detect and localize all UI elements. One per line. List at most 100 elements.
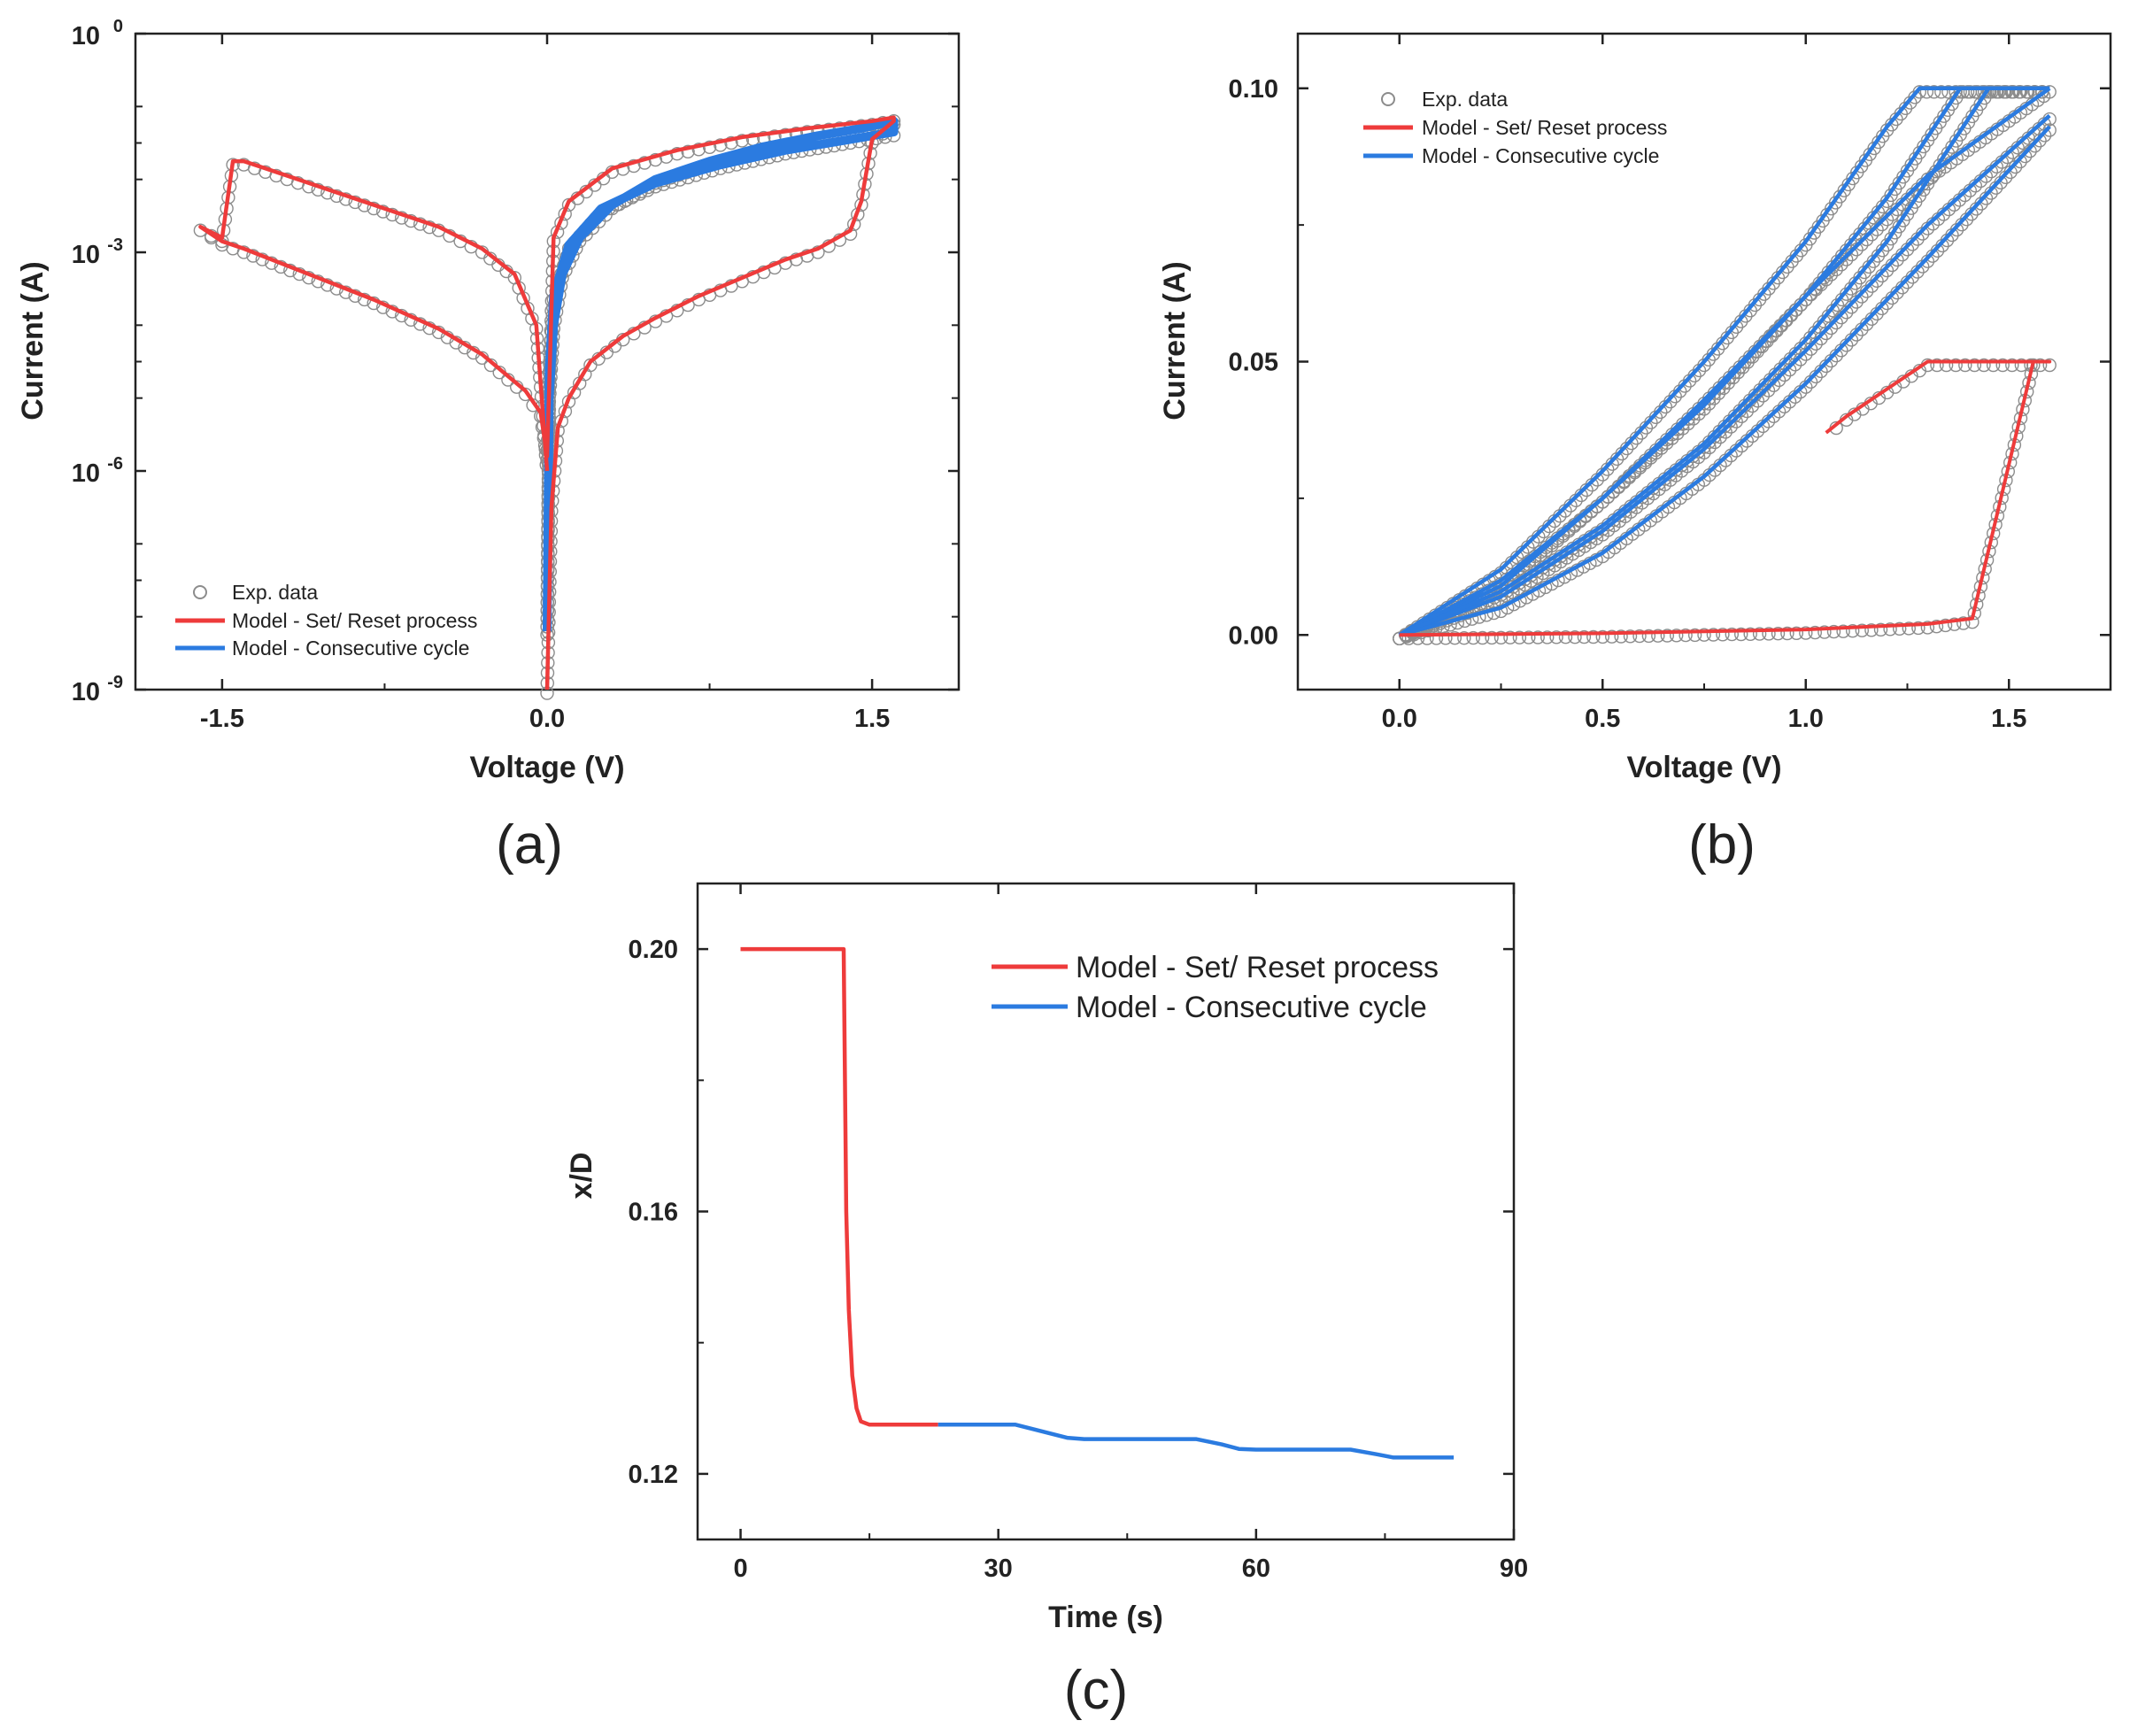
panel-a-ytick-exponent: 0 <box>113 17 123 36</box>
panel-b-series <box>1393 85 2057 645</box>
panel-b-exp-point <box>1919 85 1934 99</box>
panel-b-exp-point <box>1669 629 1684 643</box>
panel-a-ytick-label: 10 <box>72 22 100 50</box>
panel-b-exp-point <box>2034 85 2049 99</box>
panel-b-exp-point <box>1960 85 1975 99</box>
panel-b-exp-point <box>1958 358 1972 373</box>
panel-b-exp-point <box>1855 623 1870 637</box>
panel-b-exp-point <box>1687 628 1702 643</box>
panel-a-exp-point <box>702 140 717 155</box>
panel-b-exp-point <box>1641 629 1656 644</box>
panel-b-exp-point <box>1595 629 1610 644</box>
panel-b-exp-point <box>1930 358 1944 373</box>
panel-a-exp-point <box>561 197 576 212</box>
panel-b-exp-point <box>1577 629 1592 644</box>
panel-b-exp-point <box>1817 625 1832 639</box>
panel-a-xtick-label: 0.0 <box>529 705 565 733</box>
panel-b-exp-point <box>2005 358 2019 373</box>
panel-b-exp-point <box>1981 85 1996 99</box>
panel-b: 0.0 0.5 1.0 1.5 0.00 0.05 0.10 Current (A) Vo… <box>1158 32 2112 876</box>
panel-b-exp-point <box>1902 621 1917 636</box>
panel-b-consecutive-line <box>1398 86 2050 637</box>
panel-c-xtick-label: 30 <box>984 1555 1013 1583</box>
panel-b-exp-point <box>1996 85 2011 99</box>
panel-a-legend-label-exp: Exp. data <box>232 581 318 604</box>
panel-c-ytick-label: 0.16 <box>629 1199 678 1227</box>
panel-b-exp-point <box>1512 630 1527 644</box>
panel-c-set-reset-line <box>740 946 938 1427</box>
panel-a-ytick-exponent: -6 <box>107 454 123 474</box>
panel-b-ytick-label: 0.05 <box>1229 349 1278 377</box>
panel-b-exp-point <box>1912 85 1927 99</box>
panel-c-series <box>740 946 1455 1460</box>
panel-b-xtick-label: 0.5 <box>1585 705 1620 733</box>
panel-b-exp-point <box>2014 358 2029 373</box>
panel-a-ylabel: Current (A) <box>16 261 50 420</box>
panel-a-consecutive-line <box>543 116 899 632</box>
panel-b-xtick-label: 1.0 <box>1788 705 1824 733</box>
panel-b-exp-point <box>1447 631 1462 645</box>
panel-b-exp-point <box>1457 631 1471 645</box>
panel-a-legend: Exp. data Model - Set/ Reset process Mod… <box>175 581 477 660</box>
panel-b-exp-point <box>2004 85 2018 99</box>
panel-b-exp-point <box>1883 622 1897 637</box>
panel-b-exp-point <box>2042 358 2057 373</box>
panel-b-exp-point <box>1632 629 1647 644</box>
panel-b-exp-point <box>1947 617 1962 631</box>
panel-a-y-ticks: 10 -9 10 -6 10 -3 10 0 <box>72 17 959 706</box>
panel-c: 0 30 60 90 0.12 0.16 0.20 x/D Time (s) Model … <box>565 882 1528 1721</box>
panel-a-exp-point <box>724 135 738 150</box>
panel-b-exp-point <box>1429 631 1444 645</box>
panel-a-legend-marker-exp <box>193 585 207 599</box>
panel-b-exp-point <box>1808 625 1823 640</box>
panel-c-legend: Model - Set/ Reset process Model - Conse… <box>992 951 1439 1024</box>
panel-a-exp-point <box>518 387 533 402</box>
panel-c-consecutive-line <box>938 1423 1455 1460</box>
panel-b-consecutive-line <box>1398 86 2050 637</box>
panel-a-ytick-label: 10 <box>72 678 100 706</box>
panel-b-exp-point <box>2042 123 2057 137</box>
panel-b-exp-point <box>1531 630 1545 644</box>
panel-b-xtick-label: 1.5 <box>1991 705 2026 733</box>
panel-b-xtick-label: 0.0 <box>1382 705 1417 733</box>
panel-b-exp-point <box>1968 85 1982 99</box>
panel-c-x-ticks: 0 30 60 90 <box>733 883 1528 1583</box>
panel-b-consecutive-line <box>1398 86 2050 637</box>
panel-b-ytick-label: 0.00 <box>1229 621 1278 650</box>
panel-b-exp-point <box>1986 358 2001 373</box>
panel-c-ytick-label: 0.12 <box>629 1461 678 1489</box>
panel-b-exp-point <box>1604 629 1619 644</box>
panel-b-exp-point <box>1697 628 1711 642</box>
panel-b-exp-point <box>1485 630 1499 645</box>
panel-b-exp-point <box>1989 85 2003 99</box>
panel-b-exp-point <box>1706 628 1721 642</box>
panel-b-exp-point <box>1911 621 1925 636</box>
panel-b-exp-point <box>1540 630 1555 644</box>
panel-b-exp-point <box>1949 358 1963 373</box>
panel-b-exp-point <box>1393 631 1407 645</box>
panel-b-exp-point <box>1799 626 1813 640</box>
panel-b-exp-point <box>1953 85 1967 99</box>
panel-b-exp-point <box>1623 629 1638 644</box>
panel-b-exp-point <box>1939 358 1954 373</box>
panel-b-exp-point <box>1503 630 1517 644</box>
panel-b-exp-point <box>1420 631 1434 645</box>
panel-c-xtick-label: 60 <box>1242 1555 1270 1583</box>
panel-a-ytick-label: 10 <box>72 459 100 488</box>
panel-b-exp-point <box>1995 358 2010 373</box>
panel-b-exp-point <box>2019 85 2034 99</box>
panel-a-exp-point <box>714 138 728 152</box>
panel-a-legend-label-set-reset: Model - Set/ Reset process <box>232 609 477 632</box>
panel-b-exp-point <box>2011 85 2026 99</box>
panel-a-exp-point <box>691 143 706 157</box>
panel-b-legend-label-exp: Exp. data <box>1422 88 1508 111</box>
panel-b-exp-point <box>1733 627 1748 642</box>
panel-b-exp-point <box>1864 623 1879 637</box>
panel-b-exp-point <box>1660 629 1675 643</box>
panel-b-exp-point <box>1586 629 1601 644</box>
panel-a-ytick-exponent: -9 <box>107 673 123 692</box>
panel-c-xlabel: Time (s) <box>1048 1601 1163 1634</box>
panel-b-exp-point <box>1789 626 1804 640</box>
panel-b-exp-point <box>1938 618 1953 633</box>
